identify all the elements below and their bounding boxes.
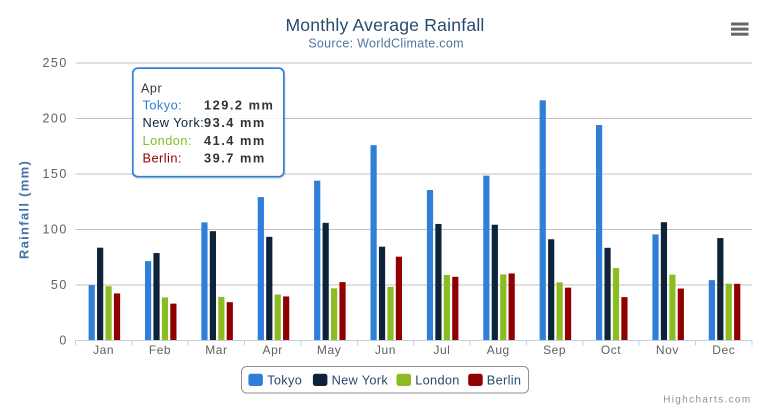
svg-text:50: 50 <box>51 278 68 292</box>
svg-text:London:: London: <box>143 133 192 148</box>
svg-text:93.4 mm: 93.4 mm <box>204 115 266 130</box>
svg-text:Dec: Dec <box>712 343 735 357</box>
svg-text:May: May <box>317 343 341 357</box>
svg-text:150: 150 <box>42 167 67 181</box>
svg-text:Mar: Mar <box>205 343 227 357</box>
svg-text:Jul: Jul <box>433 343 450 357</box>
svg-text:Tokyo: Tokyo <box>267 372 302 387</box>
svg-text:Rainfall (mm): Rainfall (mm) <box>17 160 32 259</box>
svg-text:41.4 mm: 41.4 mm <box>204 133 266 148</box>
svg-text:New York: New York <box>332 372 389 387</box>
svg-text:Source: WorldClimate.com: Source: WorldClimate.com <box>308 37 464 51</box>
svg-text:Berlin: Berlin <box>487 372 522 387</box>
svg-text:250: 250 <box>42 56 67 70</box>
svg-text:Oct: Oct <box>601 343 621 357</box>
svg-text:New York:: New York: <box>143 115 205 130</box>
svg-text:Apr: Apr <box>141 82 162 96</box>
svg-text:Nov: Nov <box>656 343 679 357</box>
svg-text:Berlin:: Berlin: <box>143 151 182 166</box>
svg-text:Feb: Feb <box>149 343 171 357</box>
svg-text:Highcharts.com: Highcharts.com <box>663 395 751 406</box>
svg-text:Jan: Jan <box>93 343 114 357</box>
svg-text:0: 0 <box>59 333 67 347</box>
svg-text:129.2 mm: 129.2 mm <box>204 97 274 112</box>
svg-text:39.7 mm: 39.7 mm <box>204 151 266 166</box>
svg-text:Apr: Apr <box>263 343 283 357</box>
svg-text:100: 100 <box>42 222 67 236</box>
svg-text:Jun: Jun <box>375 343 396 357</box>
svg-text:London: London <box>415 372 460 387</box>
svg-text:Monthly Average Rainfall: Monthly Average Rainfall <box>285 15 484 35</box>
svg-text:Tokyo:: Tokyo: <box>143 97 183 112</box>
svg-text:Aug: Aug <box>487 343 510 357</box>
svg-text:200: 200 <box>42 111 67 125</box>
svg-text:Sep: Sep <box>543 343 566 357</box>
